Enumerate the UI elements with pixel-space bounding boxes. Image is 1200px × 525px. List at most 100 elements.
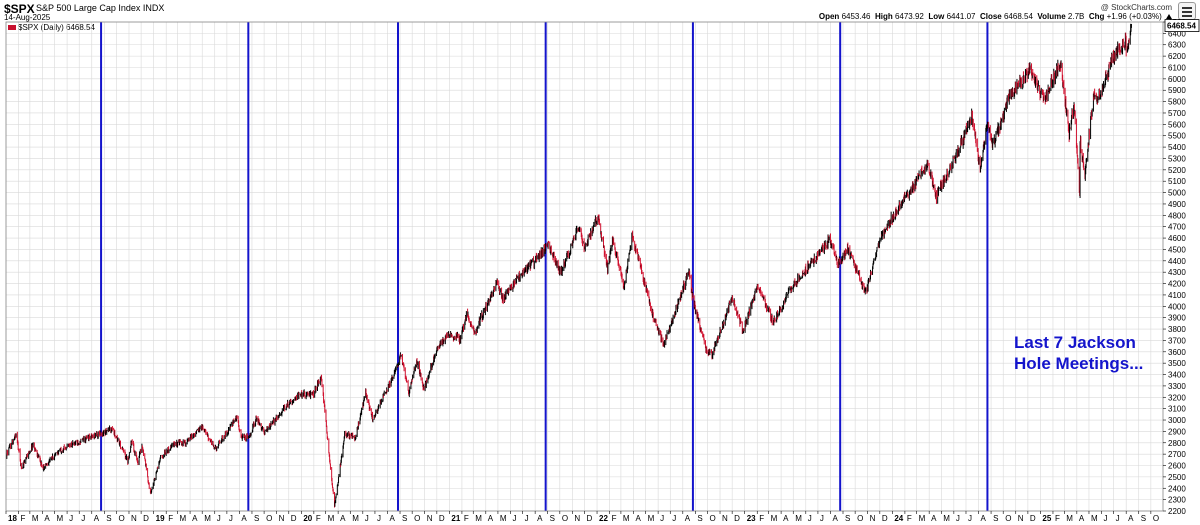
x-tick-label: S xyxy=(993,514,998,523)
x-tick-label: M xyxy=(623,514,630,523)
x-tick-label: N xyxy=(870,514,876,523)
y-tick-label: 5200 xyxy=(1168,166,1186,175)
volume-label: Volume xyxy=(1037,12,1066,21)
y-tick-label: 2400 xyxy=(1168,484,1186,493)
x-tick-label: J xyxy=(229,514,233,523)
x-tick-label: S xyxy=(254,514,259,523)
index-name: S&P 500 Large Cap Index INDX xyxy=(36,3,165,13)
x-tick-label: J xyxy=(672,514,676,523)
x-tick-label: F xyxy=(1055,514,1060,523)
y-tick-label: 5000 xyxy=(1168,189,1186,198)
menu-icon[interactable] xyxy=(1178,2,1196,20)
x-tick-label: J xyxy=(956,514,960,523)
change-label: Chg xyxy=(1088,12,1105,21)
x-tick-label: F xyxy=(316,514,321,523)
annotation-line-1: Last 7 Jackson xyxy=(1014,333,1136,352)
x-tick-label: M xyxy=(352,514,359,523)
last-price-label: 6468.54 xyxy=(1167,22,1196,31)
x-tick-label: J xyxy=(217,514,221,523)
ohlc-readout: Open 6453.46 High 6473.92 Low 6441.07 Cl… xyxy=(819,12,1172,21)
x-tick-label: A xyxy=(192,514,198,523)
y-tick-label: 5100 xyxy=(1168,177,1186,186)
y-axis: 2200 2300 2400 2500 2600 2700 2800 2900 3000 3100… xyxy=(1163,18,1200,516)
x-tick-label: 21 xyxy=(451,514,460,523)
x-tick-label: A xyxy=(94,514,100,523)
legend-label: $SPX (Daily) 6468.54 xyxy=(18,23,95,32)
y-tick-label: 3100 xyxy=(1168,405,1186,414)
x-tick-label: D xyxy=(587,514,593,523)
x-tick-label: N xyxy=(1018,514,1024,523)
y-tick-label: 4000 xyxy=(1168,302,1186,311)
up-arrow-icon xyxy=(1166,14,1172,19)
x-tick-label: M xyxy=(328,514,335,523)
y-tick-label: 2600 xyxy=(1168,462,1186,471)
x-tick-label: D xyxy=(1030,514,1036,523)
chart-date: 14-Aug-2025 xyxy=(4,13,51,22)
x-tick-label: M xyxy=(943,514,950,523)
y-tick-label: 6000 xyxy=(1168,75,1186,84)
y-tick-label: 6400 xyxy=(1168,29,1186,38)
x-tick-label: A xyxy=(931,514,937,523)
y-tick-label: 4500 xyxy=(1168,245,1186,254)
y-tick-label: 3800 xyxy=(1168,325,1186,334)
y-tick-label: 3200 xyxy=(1168,393,1186,402)
x-tick-label: A xyxy=(537,514,543,523)
y-tick-label: 5800 xyxy=(1168,98,1186,107)
x-tick-label: 22 xyxy=(599,514,608,523)
x-tick-label: J xyxy=(365,514,369,523)
x-tick-label: M xyxy=(795,514,802,523)
y-tick-label: 6100 xyxy=(1168,63,1186,72)
y-tick-label: 2800 xyxy=(1168,439,1186,448)
x-tick-label: N xyxy=(131,514,137,523)
x-axis: 18 F M A M J J A S O N D 19 F M A M J J A S O N D 20 F M A M J J A S O N D 2… xyxy=(5,511,1159,523)
x-tick-label: A xyxy=(340,514,346,523)
volume-value: 2.7B xyxy=(1067,12,1085,21)
x-tick-label: O xyxy=(857,514,863,523)
y-tick-label: 3900 xyxy=(1168,314,1186,323)
y-tick-label: 2200 xyxy=(1168,507,1186,516)
x-tick-label: O xyxy=(414,514,420,523)
x-tick-label: F xyxy=(907,514,912,523)
x-tick-label: O xyxy=(1005,514,1011,523)
y-tick-label: 2300 xyxy=(1168,496,1186,505)
x-tick-label: M xyxy=(919,514,926,523)
x-tick-label: F xyxy=(21,514,26,523)
change-value: +1.96 (+0.03%) xyxy=(1106,12,1162,21)
x-tick-label: J xyxy=(512,514,516,523)
x-tick-label: O xyxy=(118,514,124,523)
y-tick-label: 5300 xyxy=(1168,154,1186,163)
x-tick-label: D xyxy=(734,514,740,523)
x-tick-label: M xyxy=(475,514,482,523)
x-tick-label: A xyxy=(488,514,494,523)
low-value: 6441.07 xyxy=(946,12,976,21)
x-tick-label: 20 xyxy=(303,514,312,523)
x-tick-label: D xyxy=(291,514,297,523)
x-tick-label: M xyxy=(1066,514,1073,523)
stockcharts-credit[interactable]: @ StockCharts.com xyxy=(1100,3,1172,12)
x-tick-label: J xyxy=(660,514,664,523)
x-tick-label: O xyxy=(266,514,272,523)
y-tick-label: 5500 xyxy=(1168,132,1186,141)
y-tick-label: 3000 xyxy=(1168,416,1186,425)
x-tick-label: A xyxy=(832,514,838,523)
x-tick-label: A xyxy=(685,514,691,523)
x-tick-label: A xyxy=(783,514,789,523)
x-tick-label: 23 xyxy=(747,514,756,523)
x-tick-label: A xyxy=(981,514,987,523)
x-tick-label: D xyxy=(882,514,888,523)
close-label: Close xyxy=(979,12,1002,21)
y-tick-label: 6300 xyxy=(1168,41,1186,50)
last-price-box xyxy=(1164,19,1200,32)
legend-swatch xyxy=(8,25,16,31)
y-tick-label: 5700 xyxy=(1168,109,1186,118)
y-tick-label: 4800 xyxy=(1168,211,1186,220)
x-tick-label: A xyxy=(1128,514,1134,523)
y-tick-label: 5600 xyxy=(1168,120,1186,129)
x-tick-label: F xyxy=(759,514,764,523)
y-tick-label: 4700 xyxy=(1168,223,1186,232)
x-tick-label: S xyxy=(106,514,111,523)
x-tick-label: J xyxy=(377,514,381,523)
x-tick-label: A xyxy=(241,514,247,523)
x-tick-label: S xyxy=(1141,514,1146,523)
